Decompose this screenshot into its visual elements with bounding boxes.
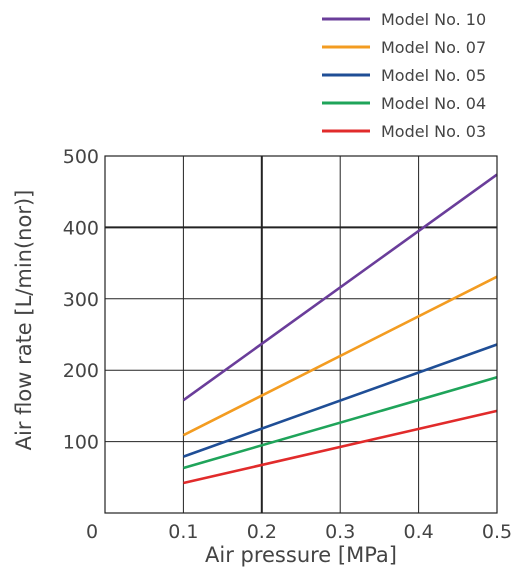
y-tick-label-2: 300 xyxy=(63,289,99,311)
legend: Model No. 10 Model No. 07 Model No. 05 Mode… xyxy=(322,10,486,141)
y-axis-title: Air flow rate [L/min(nor)] xyxy=(12,190,36,451)
y-tick-label-1: 200 xyxy=(63,360,99,382)
legend-label-4: Model No. 03 xyxy=(381,122,486,141)
y-tick-label-0: 100 xyxy=(63,432,99,454)
x-tick-label-2: 0.2 xyxy=(247,521,277,543)
y-tick-labels: 100 200 300 400 500 xyxy=(63,146,99,454)
x-tick-label-0: 0 xyxy=(86,521,98,543)
x-tick-label-5: 0.5 xyxy=(482,521,512,543)
x-tick-label-4: 0.4 xyxy=(403,521,433,543)
legend-label-1: Model No. 07 xyxy=(381,38,486,57)
legend-label-3: Model No. 04 xyxy=(381,94,486,113)
grid xyxy=(105,156,497,513)
series-line-3 xyxy=(183,376,498,470)
y-tick-label-4: 500 xyxy=(63,146,99,168)
y-tick-label-3: 400 xyxy=(63,217,99,239)
x-tick-label-3: 0.3 xyxy=(325,521,355,543)
x-tick-label-1: 0.1 xyxy=(168,521,198,543)
x-tick-labels: 0 0.1 0.2 0.3 0.4 0.5 xyxy=(86,521,512,543)
series-lines xyxy=(182,173,498,485)
series-line-2 xyxy=(182,343,498,458)
series-line-4 xyxy=(183,409,498,485)
x-axis-title: Air pressure [MPa] xyxy=(205,543,397,567)
legend-label-2: Model No. 05 xyxy=(381,66,486,85)
plot-frame xyxy=(104,155,498,514)
legend-label-0: Model No. 10 xyxy=(381,10,486,29)
series-line-1 xyxy=(182,275,498,437)
series-line-0 xyxy=(182,173,498,402)
